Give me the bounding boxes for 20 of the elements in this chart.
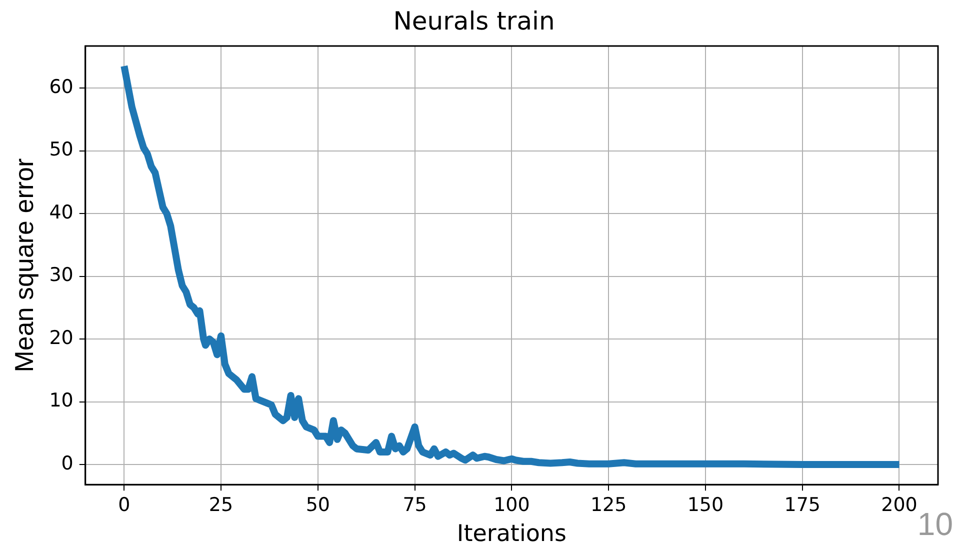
y-tick-label: 40 [49,201,74,224]
x-tick-label: 50 [306,494,330,516]
y-tick-label: 10 [49,390,74,412]
y-tick-label: 30 [49,264,74,286]
chart-title: Neurals train [393,6,555,36]
y-tick-label: 20 [49,326,74,349]
y-tick-label: 60 [49,76,74,98]
x-tick-label: 75 [402,494,427,516]
x-tick-label: 150 [687,494,724,516]
x-tick-label: 175 [784,494,820,516]
y-tick-label: 0 [61,452,74,474]
x-tick-label: 200 [881,494,918,516]
x-tick-label: 25 [208,494,234,516]
x-tick-label: 0 [118,494,130,516]
text: 10 [917,506,953,543]
x-axis-title: Iterations [456,521,566,548]
y-axis-title: Mean square error [8,158,39,372]
x-tick-label: 100 [494,494,530,516]
y-tick-label: 50 [49,138,74,161]
x-tick-label: 125 [590,494,627,516]
